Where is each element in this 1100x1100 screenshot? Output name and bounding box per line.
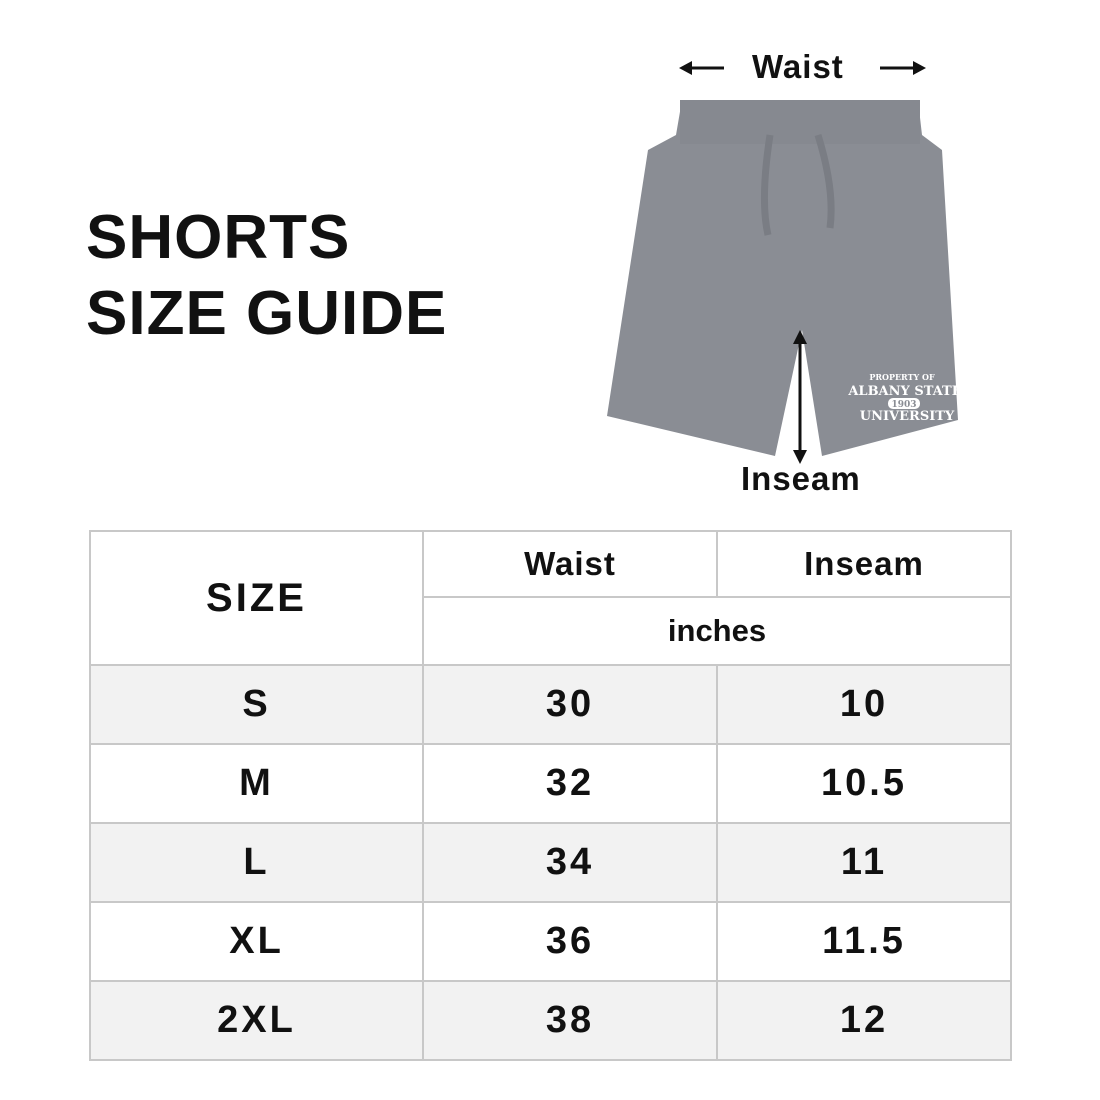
size-table: SIZE Waist Inseam inches S 30 10 M 32 10…	[89, 530, 1012, 1061]
table-row: S 30 10	[89, 664, 1012, 745]
table-row: L 34 11	[89, 822, 1012, 903]
waist-cell: 30	[422, 664, 718, 745]
size-cell: L	[89, 822, 424, 903]
inseam-cell: 11.5	[716, 901, 1012, 982]
size-header: SIZE	[89, 530, 424, 666]
shorts-diagram: PROPERTY OF ALBANY STATE 1903 UNIVERSITY	[607, 61, 962, 464]
waist-cell: 38	[422, 980, 718, 1061]
size-cell: 2XL	[89, 980, 424, 1061]
shorts-image	[607, 100, 958, 456]
waist-label: Waist	[752, 48, 844, 85]
table-row: XL 36 11.5	[89, 901, 1012, 982]
title-line-2: SIZE GUIDE	[86, 279, 448, 348]
svg-text:UNIVERSITY: UNIVERSITY	[860, 409, 955, 424]
print-logo: PROPERTY OF ALBANY STATE 1903 UNIVERSITY	[847, 372, 961, 424]
table-row: M 32 10.5	[89, 743, 1012, 824]
table-row: 2XL 38 12	[89, 980, 1012, 1061]
waist-cell: 34	[422, 822, 718, 903]
unit-header: inches	[422, 596, 1012, 666]
inseam-cell: 10.5	[716, 743, 1012, 824]
waist-header: Waist	[422, 530, 718, 598]
title-line-1: SHORTS	[86, 203, 351, 272]
waist-cell: 36	[422, 901, 718, 982]
inseam-label: Inseam	[741, 460, 861, 497]
waist-cell: 32	[422, 743, 718, 824]
svg-text:ALBANY STATE: ALBANY STATE	[847, 384, 961, 399]
size-cell: S	[89, 664, 424, 745]
svg-text:1903: 1903	[891, 400, 916, 410]
size-cell: M	[89, 743, 424, 824]
inseam-cell: 12	[716, 980, 1012, 1061]
inseam-cell: 10	[716, 664, 1012, 745]
page-title: SHORTS SIZE GUIDE	[86, 200, 447, 352]
inseam-cell: 11	[716, 822, 1012, 903]
size-cell: XL	[89, 901, 424, 982]
waist-arrows-icon	[679, 61, 926, 75]
inseam-arrow-icon	[793, 330, 807, 464]
inseam-header: Inseam	[716, 530, 1012, 598]
svg-text:PROPERTY OF: PROPERTY OF	[869, 372, 935, 382]
